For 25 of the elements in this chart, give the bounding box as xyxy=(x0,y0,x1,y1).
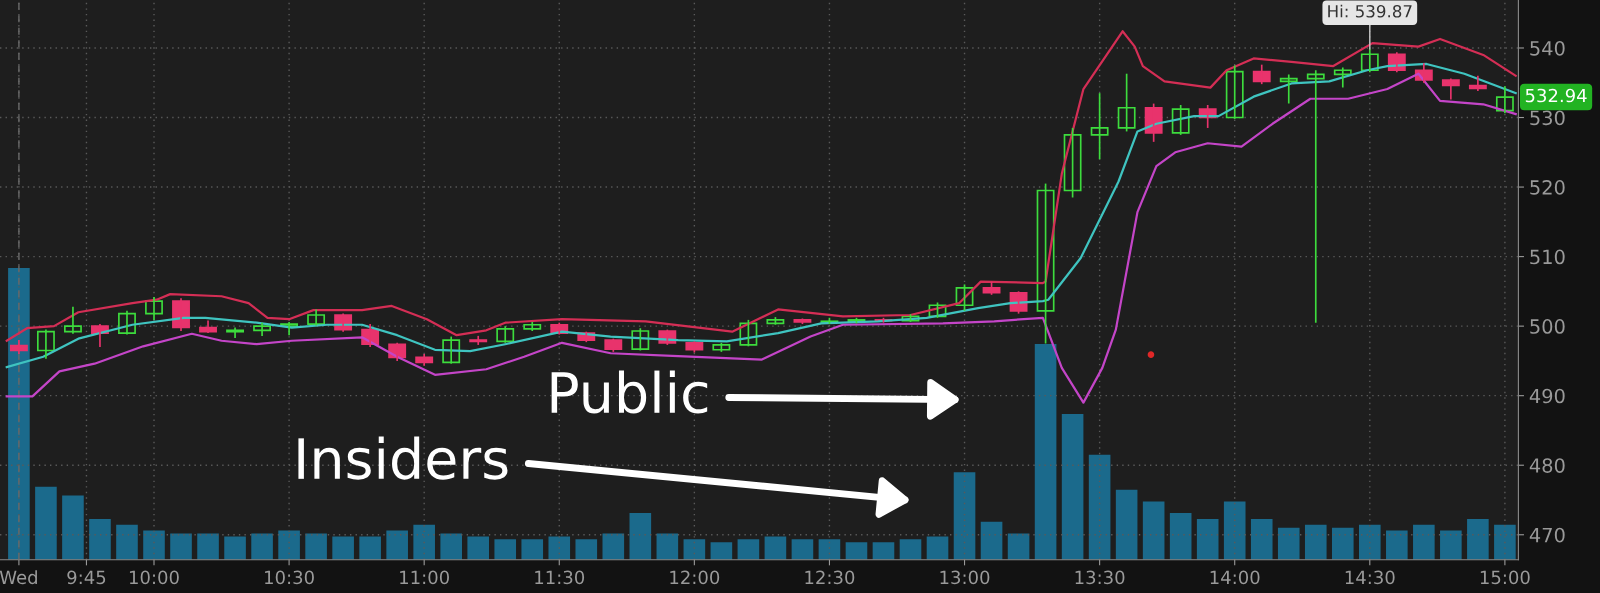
y-tick-label: 530 xyxy=(1530,110,1565,126)
y-tick-label: 490 xyxy=(1529,388,1565,404)
x-tick-label: 14:00 xyxy=(1210,570,1260,585)
y-tick-label: 480 xyxy=(1529,458,1565,473)
y-tick-label: 470 xyxy=(1529,527,1565,543)
y-tick-label: 500 xyxy=(1530,319,1565,334)
annotation: 532.94 xyxy=(1525,88,1587,103)
annotation: Insiders xyxy=(298,436,508,480)
x-tick-label: 13:30 xyxy=(1075,570,1125,585)
x-tick-label: 10:30 xyxy=(265,570,314,585)
x-tick-label: 14:30 xyxy=(1345,570,1395,585)
x-tick-label: 10:00 xyxy=(129,570,179,585)
x-tick-label: 9:45 xyxy=(67,570,106,585)
annotation: Public xyxy=(551,370,708,414)
x-tick-label: 12:30 xyxy=(805,570,855,585)
y-tick-label: 520 xyxy=(1530,180,1565,195)
x-tick-label: Wed xyxy=(0,570,37,585)
y-tick-label: 540 xyxy=(1530,40,1565,56)
x-tick-label: 12:00 xyxy=(670,570,720,585)
x-tick-label: 11:00 xyxy=(400,570,449,585)
x-tick-label: 11:30 xyxy=(535,570,585,585)
annotation: Hi: 539.87 xyxy=(1328,4,1412,18)
y-tick-label: 510 xyxy=(1530,249,1565,265)
x-tick-label: 15:00 xyxy=(1480,570,1530,585)
x-tick-label: 13:00 xyxy=(940,570,990,585)
